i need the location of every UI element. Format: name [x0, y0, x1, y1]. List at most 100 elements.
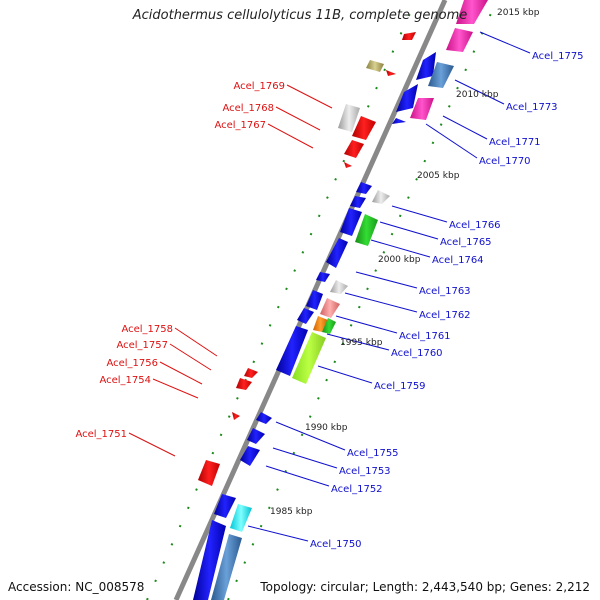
page-title: Acidothermus cellulolyticus 11B, complet…: [132, 8, 468, 23]
gene-feature: [230, 504, 252, 532]
gene-label[interactable]: Acel_1753: [339, 466, 391, 477]
genome-summary: Topology: circular; Length: 2,443,540 bp…: [260, 580, 590, 594]
leader-line: [442, 115, 488, 140]
gene-label[interactable]: Acel_1758: [121, 324, 173, 335]
gene-feature: [344, 140, 364, 158]
scale-label: 1995 kbp: [340, 338, 383, 348]
gene-label[interactable]: Acel_1750: [310, 539, 362, 550]
gene-feature: [386, 70, 396, 76]
gene-label[interactable]: Acel_1752: [331, 484, 383, 495]
gene-feature: [326, 238, 348, 268]
gene-feature: [410, 98, 434, 120]
gene-label[interactable]: Acel_1760: [391, 348, 443, 359]
gene-feature: [352, 116, 376, 140]
scale-label: 2015 kbp: [497, 8, 540, 18]
gene-feature: [292, 332, 326, 384]
gene-feature: [344, 162, 352, 168]
gene-label[interactable]: Acel_1771: [489, 137, 541, 148]
gene-feature: [340, 208, 362, 236]
leader-line: [326, 333, 390, 351]
leader-line: [265, 465, 330, 487]
gene-feature: [247, 428, 265, 444]
gene-feature: [446, 28, 473, 52]
leader-line: [344, 292, 418, 313]
leader-line: [391, 205, 448, 223]
gene-label[interactable]: Acel_1762: [419, 310, 471, 321]
gene-feature: [356, 182, 372, 194]
gene-feature: [366, 60, 384, 72]
scale-labels: 1985 kbp 1990 kbp 1995 kbp 2000 kbp 2005 kbp…: [270, 8, 540, 517]
gene-label[interactable]: Acel_1775: [532, 51, 584, 62]
leader-line: [275, 106, 321, 131]
gene-feature: [276, 326, 308, 376]
gene-label[interactable]: Acel_1767: [214, 120, 266, 131]
gene-label[interactable]: Acel_1773: [506, 102, 558, 113]
leader-line: [355, 271, 418, 289]
gene-feature: [232, 412, 240, 420]
leader-line: [174, 327, 218, 357]
leader-line: [317, 365, 373, 384]
scale-label: 2010 kbp: [456, 90, 499, 100]
gene-feature: [256, 412, 272, 424]
gene-feature: [456, 0, 488, 24]
gene-label[interactable]: Acel_1756: [106, 358, 158, 369]
gene-label[interactable]: Acel_1765: [440, 237, 492, 248]
leader-line: [267, 123, 314, 149]
gene-feature: [240, 446, 260, 466]
scale-label: 2005 kbp: [417, 171, 460, 181]
leader-line: [152, 378, 199, 399]
leader-line: [286, 84, 333, 109]
gene-feature: [316, 272, 330, 282]
gene-label[interactable]: Acel_1769: [233, 81, 285, 92]
gene-label[interactable]: Acel_1754: [99, 375, 151, 386]
leader-line: [379, 221, 439, 240]
gene-feature: [372, 190, 390, 204]
gene-labels-right: Acel_1775 Acel_1773 Acel_1771 Acel_1770 Acel…: [310, 51, 584, 550]
leader-line: [454, 79, 505, 105]
gene-label[interactable]: Acel_1759: [374, 381, 426, 392]
leader-line: [335, 315, 398, 334]
gene-label[interactable]: Acel_1751: [75, 429, 127, 440]
leader-line: [272, 447, 338, 469]
gene-label[interactable]: Acel_1770: [479, 156, 531, 167]
gene-feature: [306, 290, 323, 310]
gene-feature: [244, 368, 258, 378]
scale-label: 1990 kbp: [305, 423, 348, 433]
gene-feature: [236, 378, 252, 390]
gene-feature: [211, 534, 242, 600]
gene-label[interactable]: Acel_1768: [222, 103, 274, 114]
gene-feature: [297, 308, 314, 324]
gene-label[interactable]: Acel_1755: [347, 448, 399, 459]
gene-label[interactable]: Acel_1761: [399, 331, 451, 342]
gene-feature: [214, 494, 236, 518]
gene-feature: [313, 316, 328, 332]
leader-line: [247, 525, 309, 542]
leader-line: [275, 421, 346, 451]
leader-lines-right: [247, 31, 531, 542]
scale-label: 2000 kbp: [378, 255, 421, 265]
gene-label[interactable]: Acel_1763: [419, 286, 471, 297]
gene-feature: [322, 318, 336, 334]
accession-label: Accession: NC_008578: [8, 580, 145, 594]
gene-feature: [193, 520, 226, 600]
gene-labels-left: Acel_1769 Acel_1768 Acel_1767 Acel_1758 Acel…: [75, 81, 285, 440]
gene-feature: [428, 62, 454, 88]
gene-feature: [396, 84, 418, 112]
gene-feature: [350, 196, 366, 208]
leader-line: [128, 432, 176, 457]
leader-line: [425, 123, 478, 159]
gene-label[interactable]: Acel_1766: [449, 220, 501, 231]
leader-line: [370, 239, 431, 258]
gene-label[interactable]: Acel_1764: [432, 255, 484, 266]
gene-label[interactable]: Acel_1757: [116, 340, 168, 351]
gene-features: [193, 0, 488, 600]
leader-line: [159, 361, 203, 385]
gene-feature: [330, 280, 348, 294]
gene-feature: [402, 32, 416, 40]
gene-feature: [338, 104, 360, 132]
gene-feature: [392, 118, 406, 124]
leader-line: [479, 31, 531, 54]
gene-feature: [198, 460, 220, 486]
gene-feature: [320, 298, 340, 318]
